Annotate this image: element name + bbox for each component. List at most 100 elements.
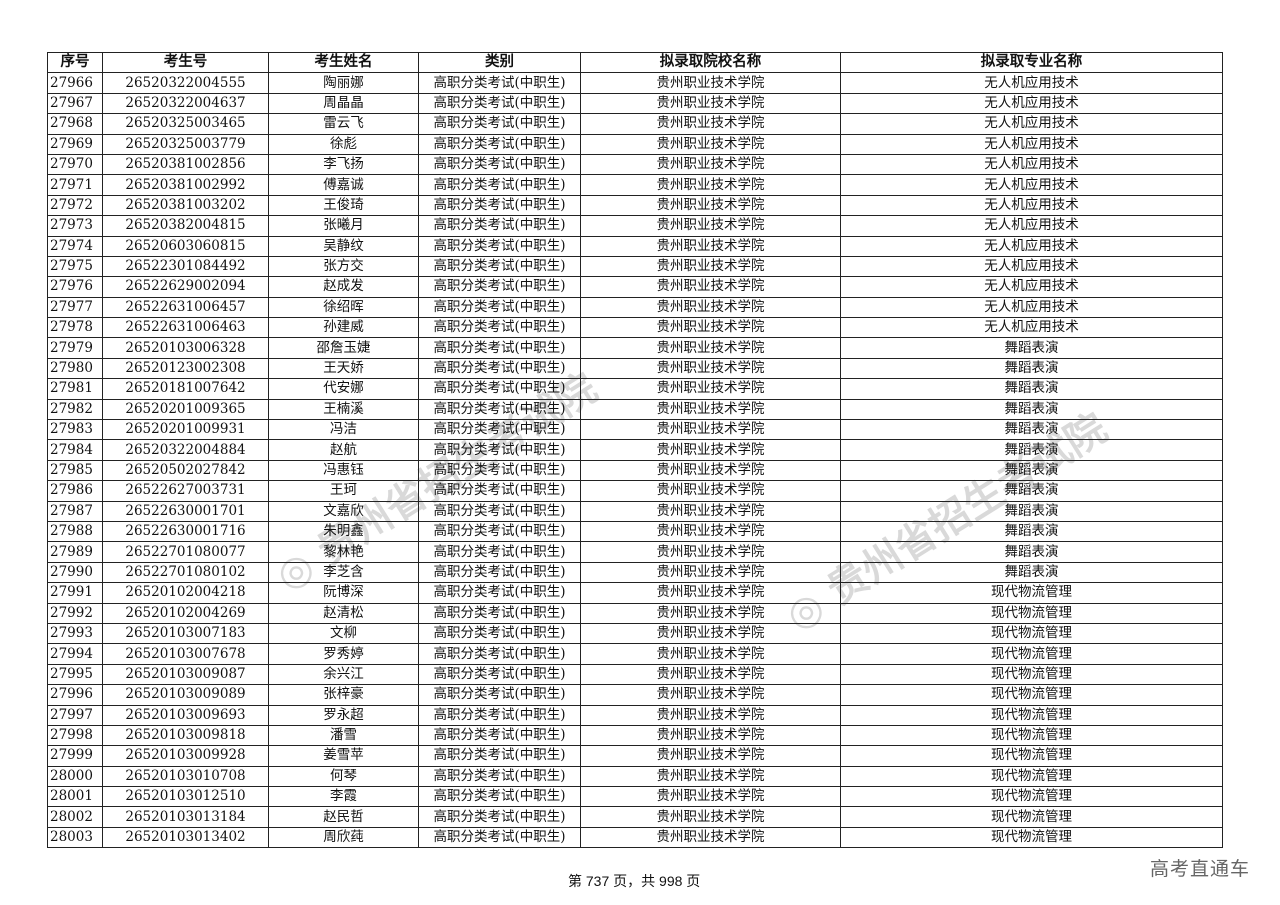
cell-category: 高职分类考试(中职生) xyxy=(418,826,581,849)
cell-name: 王俊琦 xyxy=(268,194,419,217)
cell-category: 高职分类考试(中职生) xyxy=(418,194,581,217)
cell-seq: 27971 xyxy=(47,174,103,196)
table-row: 27988 26522630001716 朱明鑫 高职分类考试(中职生) 贵州职业技术学… xyxy=(47,520,1223,543)
cell-category: 高职分类考试(中职生) xyxy=(418,378,581,400)
cell-category: 高职分类考试(中职生) xyxy=(418,72,581,94)
cell-school: 贵州职业技术学院 xyxy=(580,520,841,543)
cell-name: 李芝含 xyxy=(268,561,419,584)
table-row: 27992 26520102004269 赵清松 高职分类考试(中职生) 贵州职业技术学… xyxy=(47,602,1223,624)
table-row: 27967 26520322004637 周晶晶 高职分类考试(中职生) 贵州职业技术学… xyxy=(47,92,1223,115)
table-row: 27983 26520201009931 冯洁 高职分类考试(中职生) 贵州职业技术学院… xyxy=(47,419,1223,441)
cell-name: 张梓豪 xyxy=(268,684,419,706)
cell-name: 傅嘉诚 xyxy=(268,174,419,196)
cell-exam-id: 26520103006328 xyxy=(102,337,269,359)
table-row: 27982 26520201009365 王楠溪 高职分类考试(中职生) 贵州职业技术学… xyxy=(47,398,1223,421)
cell-seq: 28000 xyxy=(47,765,103,788)
cell-category: 高职分类考试(中职生) xyxy=(418,113,581,135)
cell-exam-id: 26520103013402 xyxy=(102,826,269,849)
cell-category: 高职分类考试(中职生) xyxy=(418,317,581,339)
cell-seq: 27992 xyxy=(47,602,103,624)
cell-category: 高职分类考试(中职生) xyxy=(418,439,581,461)
table-row: 27972 26520381003202 王俊琦 高职分类考试(中职生) 贵州职业技术学… xyxy=(47,194,1223,217)
cell-exam-id: 26522630001716 xyxy=(102,520,269,543)
cell-exam-id: 26520103009089 xyxy=(102,684,269,706)
cell-school: 贵州职业技术学院 xyxy=(580,357,841,380)
column-header-school: 拟录取院校名称 xyxy=(580,51,841,74)
column-header-name: 考生姓名 xyxy=(268,51,419,74)
cell-major: 现代物流管理 xyxy=(840,582,1223,604)
cell-major: 舞蹈表演 xyxy=(840,520,1223,543)
cell-major: 现代物流管理 xyxy=(840,745,1223,767)
table-row: 28000 26520103010708 何琴 高职分类考试(中职生) 贵州职业技术学院… xyxy=(47,765,1223,788)
table-row: 27990 26522701080102 李芝含 高职分类考试(中职生) 贵州职业技术学… xyxy=(47,561,1223,584)
cell-major: 舞蹈表演 xyxy=(840,357,1223,380)
cell-school: 贵州职业技术学院 xyxy=(580,561,841,584)
column-header-seq: 序号 xyxy=(47,51,103,74)
cell-school: 贵州职业技术学院 xyxy=(580,541,841,563)
cell-exam-id: 26520103013184 xyxy=(102,806,269,828)
cell-name: 代安娜 xyxy=(268,378,419,400)
cell-seq: 27985 xyxy=(47,459,103,482)
cell-major: 现代物流管理 xyxy=(840,643,1223,665)
cell-category: 高职分类考试(中职生) xyxy=(418,541,581,563)
cell-category: 高职分类考试(中职生) xyxy=(418,480,581,502)
cell-major: 现代物流管理 xyxy=(840,622,1223,645)
page-number: 第 737 页，共 998 页 xyxy=(568,873,701,889)
table-row: 27978 26522631006463 孙建威 高职分类考试(中职生) 贵州职业技术学… xyxy=(47,317,1223,339)
cell-seq: 27979 xyxy=(47,337,103,359)
cell-exam-id: 26520381003202 xyxy=(102,194,269,217)
cell-school: 贵州职业技术学院 xyxy=(580,255,841,278)
cell-category: 高职分类考试(中职生) xyxy=(418,337,581,359)
cell-seq: 27988 xyxy=(47,520,103,543)
cell-seq: 27975 xyxy=(47,255,103,278)
cell-exam-id: 26520123002308 xyxy=(102,357,269,380)
table-row: 27969 26520325003779 徐彪 高职分类考试(中职生) 贵州职业技术学院… xyxy=(47,133,1223,155)
cell-school: 贵州职业技术学院 xyxy=(580,704,841,726)
cell-school: 贵州职业技术学院 xyxy=(580,500,841,522)
cell-exam-id: 26520322004637 xyxy=(102,92,269,115)
cell-major: 无人机应用技术 xyxy=(840,276,1223,298)
cell-category: 高职分类考试(中职生) xyxy=(418,459,581,482)
cell-school: 贵州职业技术学院 xyxy=(580,194,841,217)
cell-major: 舞蹈表演 xyxy=(840,561,1223,584)
column-header-major: 拟录取专业名称 xyxy=(840,51,1223,74)
cell-exam-id: 26520103007183 xyxy=(102,622,269,645)
cell-school: 贵州职业技术学院 xyxy=(580,480,841,502)
cell-school: 贵州职业技术学院 xyxy=(580,459,841,482)
cell-school: 贵州职业技术学院 xyxy=(580,153,841,176)
cell-major: 舞蹈表演 xyxy=(840,480,1223,502)
cell-major: 无人机应用技术 xyxy=(840,235,1223,257)
cell-major: 无人机应用技术 xyxy=(840,72,1223,94)
cell-exam-id: 26522701080102 xyxy=(102,561,269,584)
cell-name: 邵詹玉婕 xyxy=(268,337,419,359)
table-row: 27999 26520103009928 姜雪苹 高职分类考试(中职生) 贵州职业技术学… xyxy=(47,745,1223,767)
cell-category: 高职分类考试(中职生) xyxy=(418,663,581,686)
cell-name: 文嘉欣 xyxy=(268,500,419,522)
table-row: 27971 26520381002992 傅嘉诚 高职分类考试(中职生) 贵州职业技术学… xyxy=(47,174,1223,196)
cell-school: 贵州职业技术学院 xyxy=(580,378,841,400)
cell-category: 高职分类考试(中职生) xyxy=(418,745,581,767)
table-row: 27974 26520603060815 吴静纹 高职分类考试(中职生) 贵州职业技术学… xyxy=(47,235,1223,257)
cell-name: 余兴江 xyxy=(268,663,419,686)
cell-seq: 27998 xyxy=(47,724,103,747)
cell-exam-id: 26522701080077 xyxy=(102,541,269,563)
cell-seq: 27993 xyxy=(47,622,103,645)
cell-major: 无人机应用技术 xyxy=(840,194,1223,217)
table-row: 27993 26520103007183 文柳 高职分类考试(中职生) 贵州职业技术学院… xyxy=(47,622,1223,645)
cell-exam-id: 26520502027842 xyxy=(102,459,269,482)
cell-school: 贵州职业技术学院 xyxy=(580,602,841,624)
table-row: 27966 26520322004555 陶丽娜 高职分类考试(中职生) 贵州职业技术学… xyxy=(47,72,1223,94)
cell-category: 高职分类考试(中职生) xyxy=(418,296,581,319)
table-row: 28002 26520103013184 赵民哲 高职分类考试(中职生) 贵州职业技术学… xyxy=(47,806,1223,828)
cell-exam-id: 26522631006457 xyxy=(102,296,269,319)
cell-seq: 27968 xyxy=(47,113,103,135)
cell-category: 高职分类考试(中职生) xyxy=(418,215,581,237)
cell-exam-id: 26520201009365 xyxy=(102,398,269,421)
cell-name: 冯洁 xyxy=(268,419,419,441)
table-row: 27981 26520181007642 代安娜 高职分类考试(中职生) 贵州职业技术学… xyxy=(47,378,1223,400)
cell-exam-id: 26520322004884 xyxy=(102,439,269,461)
cell-major: 无人机应用技术 xyxy=(840,317,1223,339)
cell-exam-id: 26520381002856 xyxy=(102,153,269,176)
cell-major: 无人机应用技术 xyxy=(840,296,1223,319)
cell-name: 阮博深 xyxy=(268,582,419,604)
